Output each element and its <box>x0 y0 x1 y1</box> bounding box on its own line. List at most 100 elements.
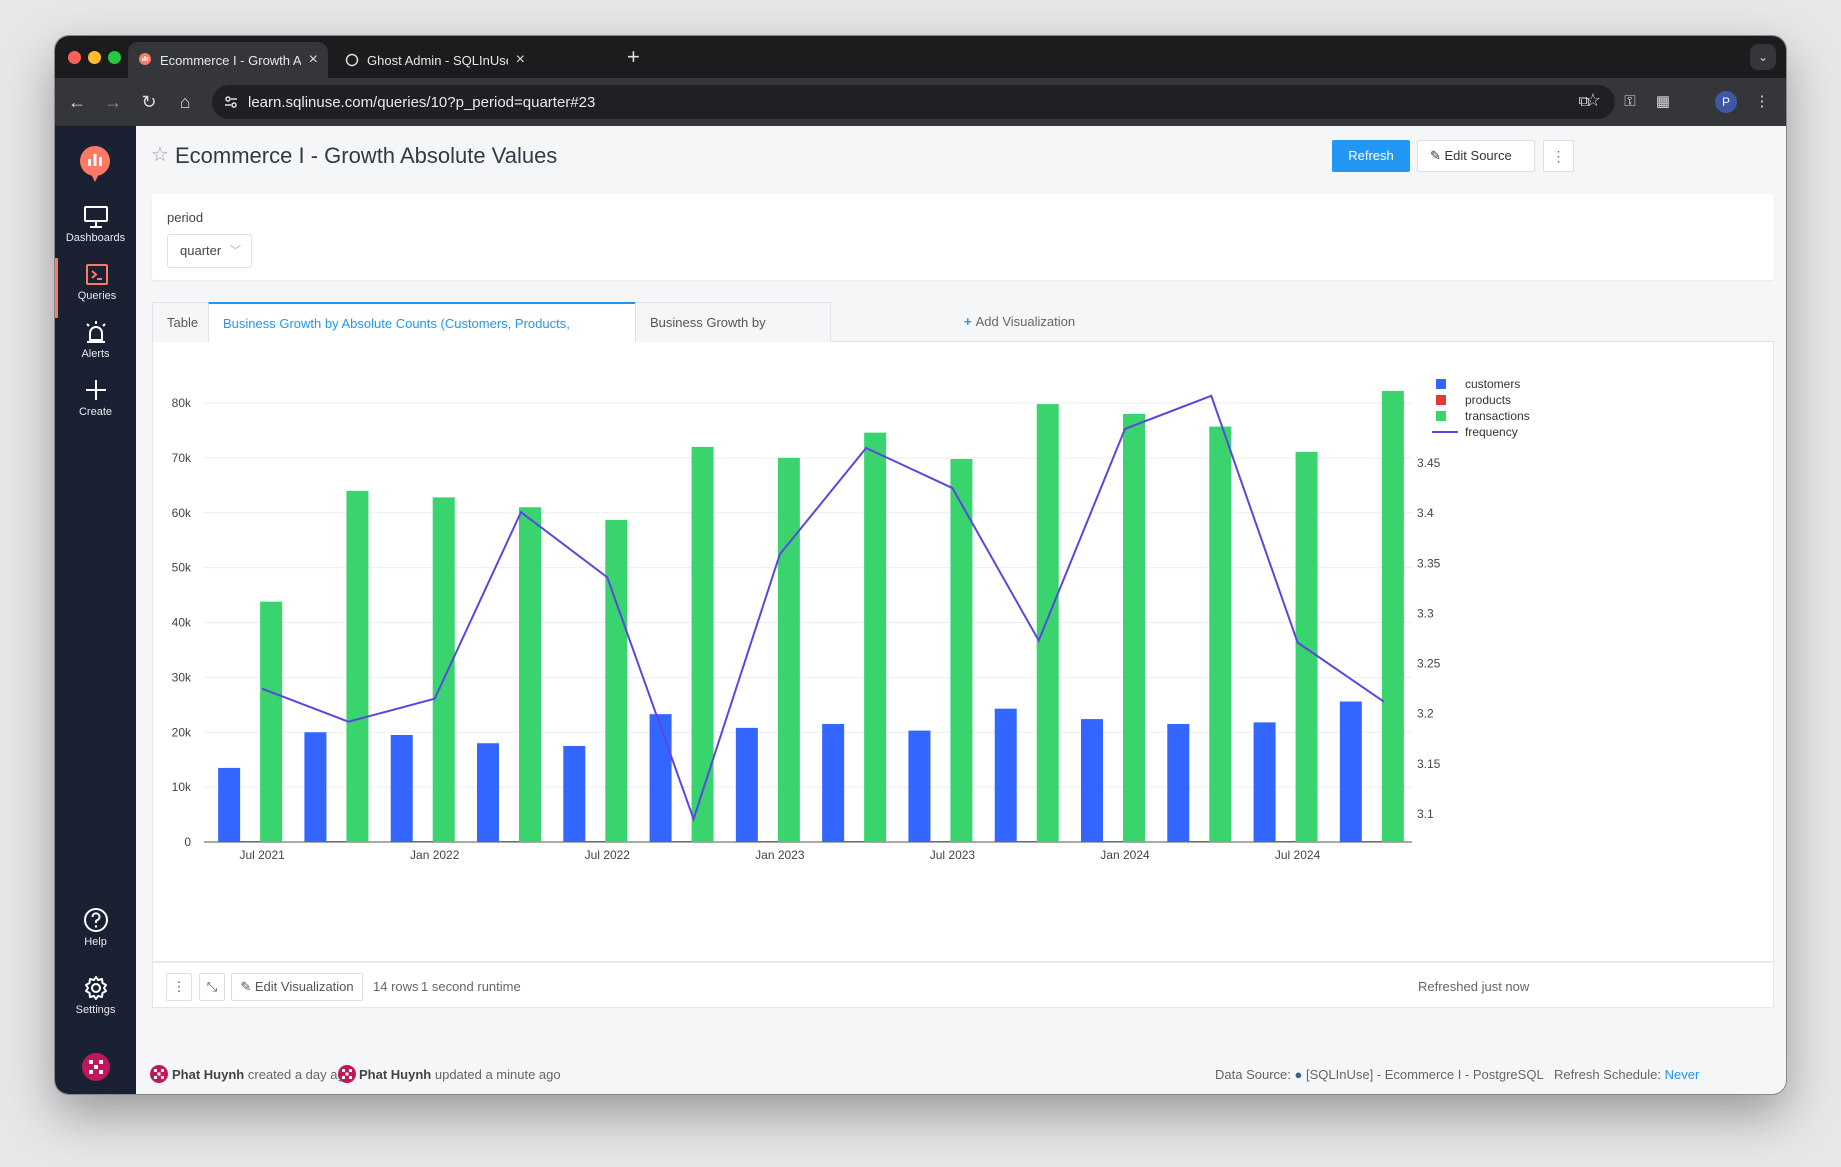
extensions-icon[interactable]: ⧉ <box>1578 93 1590 110</box>
y-tick-label: 60k <box>172 506 192 520</box>
browser-tab-title: Ecommerce I - Growth Absolu <box>160 52 301 68</box>
bar-products <box>1102 841 1124 842</box>
bar-products <box>1015 841 1038 842</box>
zoom-window-button[interactable] <box>108 51 121 64</box>
bar-transactions <box>432 497 455 842</box>
profile-avatar[interactable]: P <box>1715 91 1737 113</box>
sidebar-item-queries[interactable]: Queries <box>55 258 136 318</box>
page-title[interactable]: Ecommerce I - Growth Absolute Values <box>175 143 558 168</box>
redash-logo-icon[interactable] <box>75 144 115 184</box>
close-tab-icon[interactable]: × <box>308 51 318 68</box>
tab-label: Table <box>167 315 199 330</box>
bar-products <box>239 841 262 842</box>
sidebar-item-create[interactable]: Create <box>55 374 136 434</box>
browser-tab[interactable]: Ghost Admin - SQLInUse × <box>335 42 535 78</box>
browser-toolbar: ← → ↻ ⌂ learn.sqlinuse.com/queries/10?p_… <box>55 78 1786 126</box>
sidebar-item-settings[interactable]: Settings <box>55 970 136 1030</box>
updated-info: Phat Huynh updated a minute ago <box>359 1067 561 1082</box>
data-source-value: [SQLInUse] - Ecommerce I - PostgreSQL <box>1305 1067 1544 1082</box>
bar-products <box>498 841 520 842</box>
reload-button[interactable]: ↻ <box>141 92 157 112</box>
user-avatar[interactable] <box>82 1053 110 1081</box>
plus-icon <box>85 380 106 400</box>
bar-products <box>929 841 952 842</box>
ghost-favicon-icon <box>345 53 359 67</box>
x-tick-label: Jul 2022 <box>585 848 631 862</box>
period-select[interactable]: quarter ﹀ <box>167 234 252 268</box>
viz-tabs: Table Business Growth by Absolute Counts… <box>152 302 1774 371</box>
terminal-icon <box>86 264 108 285</box>
sidebar-item-label: Create <box>78 406 113 418</box>
y2-tick-label: 3.15 <box>1417 757 1441 771</box>
bar-transactions <box>1381 390 1404 842</box>
viz-footer: ⋮ ⤡ ✎ Edit Visualization 14 rows 1 secon… <box>152 962 1774 1008</box>
legend-swatch <box>1436 395 1446 405</box>
y2-tick-label: 3.4 <box>1417 506 1434 520</box>
close-tab-icon[interactable]: × <box>515 51 525 68</box>
redash-favicon-icon <box>139 53 151 65</box>
plus-icon: + <box>964 314 972 329</box>
tab-growth-absolute-counts[interactable]: Business Growth by Absolute Counts (Cust… <box>208 302 636 371</box>
bar-customers <box>822 724 845 842</box>
address-bar[interactable]: learn.sqlinuse.com/queries/10?p_period=q… <box>212 85 1615 119</box>
tab-search-button[interactable]: ⌄ <box>1750 44 1776 70</box>
bar-products <box>670 841 693 842</box>
bar-customers <box>1339 701 1362 842</box>
browser-tab-active[interactable]: Ecommerce I - Growth Absolu × <box>128 42 328 78</box>
sidebar-item-dashboards[interactable]: Dashboards <box>55 200 136 260</box>
legend-swatch <box>1436 411 1446 421</box>
edit-visualization-button[interactable]: ✎ Edit Visualization <box>231 973 363 1001</box>
bar-transactions <box>864 432 887 842</box>
sidebar-item-label: Queries <box>77 290 117 302</box>
site-info-icon[interactable] <box>222 93 240 111</box>
minimize-window-button[interactable] <box>88 51 101 64</box>
refresh-button[interactable]: Refresh <box>1332 140 1410 172</box>
chart-panel: 0 10k 20k 30k 40k 50k 60k 70k 80k 3.1 3.15 3.2 3.25 3… <box>152 342 1774 962</box>
data-source-label: Data Source: <box>1215 1067 1291 1082</box>
bar-transactions <box>605 519 628 842</box>
sidebar-item-alerts[interactable]: Alerts <box>55 316 136 376</box>
y2-tick-label: 3.3 <box>1417 606 1434 620</box>
forward-button[interactable]: → <box>104 92 122 112</box>
bookmark-star-icon[interactable]: ☆ <box>1584 90 1601 110</box>
tab-growth-revenue[interactable]: Business Growth by Renenue× <box>635 302 831 370</box>
viz-menu-button[interactable]: ⋮ <box>166 973 192 1001</box>
creator-name: Phat Huynh <box>172 1067 245 1082</box>
tab-table[interactable]: Table <box>152 302 209 342</box>
avatar <box>150 1065 168 1083</box>
new-tab-button[interactable]: + <box>627 44 640 69</box>
x-tick-label: Jul 2021 <box>239 848 285 862</box>
edit-icon: ✎ <box>240 979 255 994</box>
favorite-star-icon[interactable]: ☆ <box>151 144 169 166</box>
bar-customers <box>649 714 672 842</box>
y2-tick-label: 3.1 <box>1417 807 1434 821</box>
back-button[interactable]: ← <box>68 92 86 112</box>
alarm-icon <box>85 321 106 343</box>
bar-products <box>756 841 779 842</box>
close-window-button[interactable] <box>68 51 81 64</box>
fullscreen-button[interactable]: ⤡ <box>199 973 225 1001</box>
app-sidebar: Dashboards Queries Alerts Create Help Se… <box>55 126 136 1094</box>
password-key-icon[interactable]: ⚿ <box>1624 93 1636 110</box>
edit-icon: ✎ <box>1430 148 1445 163</box>
y-tick-label: 50k <box>172 561 192 575</box>
y-tick-label: 30k <box>172 670 192 684</box>
edit-source-button[interactable]: ✎ Edit Source <box>1417 140 1535 172</box>
monitor-icon <box>83 206 108 228</box>
bar-transactions <box>346 490 369 842</box>
created-info: Phat Huynh created a day ago <box>172 1067 352 1082</box>
sidebar-item-help[interactable]: Help <box>55 902 136 962</box>
qr-code-icon[interactable]: ▦ <box>1655 93 1671 110</box>
sidebar-item-label: Dashboards <box>65 232 126 244</box>
bar-products <box>325 841 348 842</box>
home-button[interactable]: ⌂ <box>179 92 191 112</box>
schedule-link[interactable]: Never <box>1664 1067 1700 1082</box>
avatar <box>338 1065 356 1083</box>
bar-transactions <box>1209 426 1232 842</box>
bar-products <box>1360 841 1383 842</box>
browser-menu-icon[interactable]: ⋮ <box>1754 93 1770 110</box>
add-visualization-button[interactable]: + Add Visualization <box>964 302 1075 342</box>
runtime-text: 1 second runtime <box>421 979 521 994</box>
visualization-container: Table Business Growth by Absolute Counts… <box>152 302 1774 1022</box>
more-actions-button[interactable]: ⋮ <box>1543 140 1574 172</box>
